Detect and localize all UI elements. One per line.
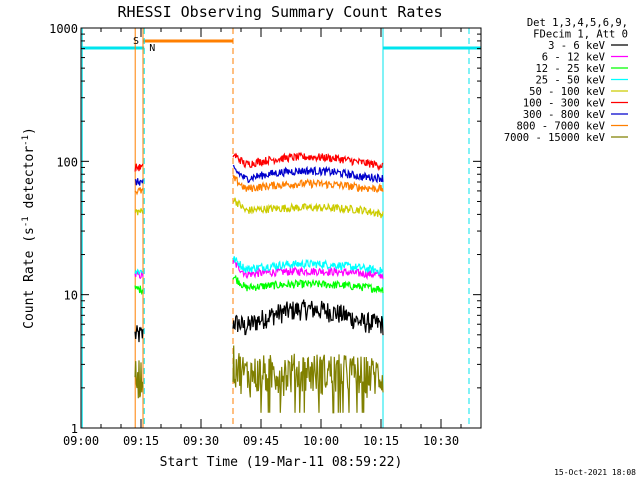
legend-label: 12 - 25 keV <box>535 63 605 75</box>
series-8-segment <box>134 360 144 399</box>
y-tick-label: 100 <box>56 155 78 169</box>
series-4 <box>134 197 384 219</box>
x-tick-label: 10:00 <box>303 434 339 448</box>
series-7-segment <box>232 174 384 194</box>
y-axis-label-exp2: -1 <box>21 135 31 146</box>
series-4-segment <box>232 197 384 219</box>
series-6-segment <box>232 164 384 184</box>
series-2-segment <box>134 285 144 296</box>
y-axis-label: Count Rate (s-1 detector-1) <box>21 127 37 329</box>
series-1-segment <box>232 258 384 281</box>
plot-area: SN <box>81 28 481 428</box>
legend-label: 6 - 12 keV <box>542 52 606 64</box>
night-label: N <box>149 43 155 54</box>
legend-label: 800 - 7000 keV <box>516 121 605 133</box>
legend-label: 3 - 6 keV <box>548 40 606 52</box>
saa-label: S <box>133 36 139 47</box>
y-tick-label: 1 <box>71 422 78 436</box>
series-8 <box>134 345 384 414</box>
y-axis-label-prefix: Count Rate (s <box>22 227 37 329</box>
y-axis-label-exp1: -1 <box>21 216 31 227</box>
series-3-segment <box>232 256 384 276</box>
series-0 <box>134 299 384 343</box>
series-3 <box>134 256 384 276</box>
series-5-segment <box>134 163 144 172</box>
x-tick-label: 09:00 <box>63 434 99 448</box>
y-axis-label-mid: detector <box>22 146 37 217</box>
y-tick-label: 10 <box>64 289 78 303</box>
legend-label: 100 - 300 keV <box>523 98 606 110</box>
legend-label: 25 - 50 keV <box>535 75 605 87</box>
x-axis-label: Start Time (19-Mar-11 08:59:22) <box>160 455 403 470</box>
series-5 <box>134 151 384 172</box>
chart-title: RHESSI Observing Summary Count Rates <box>117 3 442 21</box>
legend-header-line: FDecim 1, Att 0 <box>533 29 628 41</box>
x-tick-label: 09:45 <box>243 434 279 448</box>
legend-label: 50 - 100 keV <box>529 86 606 98</box>
legend: Det 1,3,4,5,6,9,FDecim 1, Att 03 - 6 keV… <box>504 17 628 144</box>
series-0-segment <box>232 299 384 336</box>
y-tick-label: 1000 <box>49 22 78 36</box>
axes: 1 10 100 1000 09:00 09:15 09:30 09:45 10:00 10:15… <box>49 22 482 448</box>
legend-label: 7000 - 15000 keV <box>504 132 606 144</box>
y-axis-label-suffix: ) <box>22 127 37 135</box>
series-7 <box>134 174 384 196</box>
timestamp: 15-Oct-2021 18:08 <box>554 468 636 477</box>
series-5-segment <box>232 151 384 172</box>
series-3-segment <box>134 268 144 276</box>
x-tick-label: 10:15 <box>363 434 399 448</box>
legend-label: 300 - 800 keV <box>523 109 606 121</box>
series-4-segment <box>134 208 144 216</box>
legend-header-line: Det 1,3,4,5,6,9, <box>527 17 628 29</box>
series-0-segment <box>134 325 144 343</box>
series-6 <box>134 164 384 186</box>
series-7-segment <box>134 187 144 196</box>
series-8-segment <box>232 345 384 414</box>
x-tick-label: 09:15 <box>123 434 159 448</box>
series-2-segment <box>232 274 384 294</box>
series-6-segment <box>134 178 144 186</box>
x-tick-label: 10:30 <box>423 434 459 448</box>
x-tick-label: 09:30 <box>183 434 219 448</box>
series-2 <box>134 274 384 296</box>
